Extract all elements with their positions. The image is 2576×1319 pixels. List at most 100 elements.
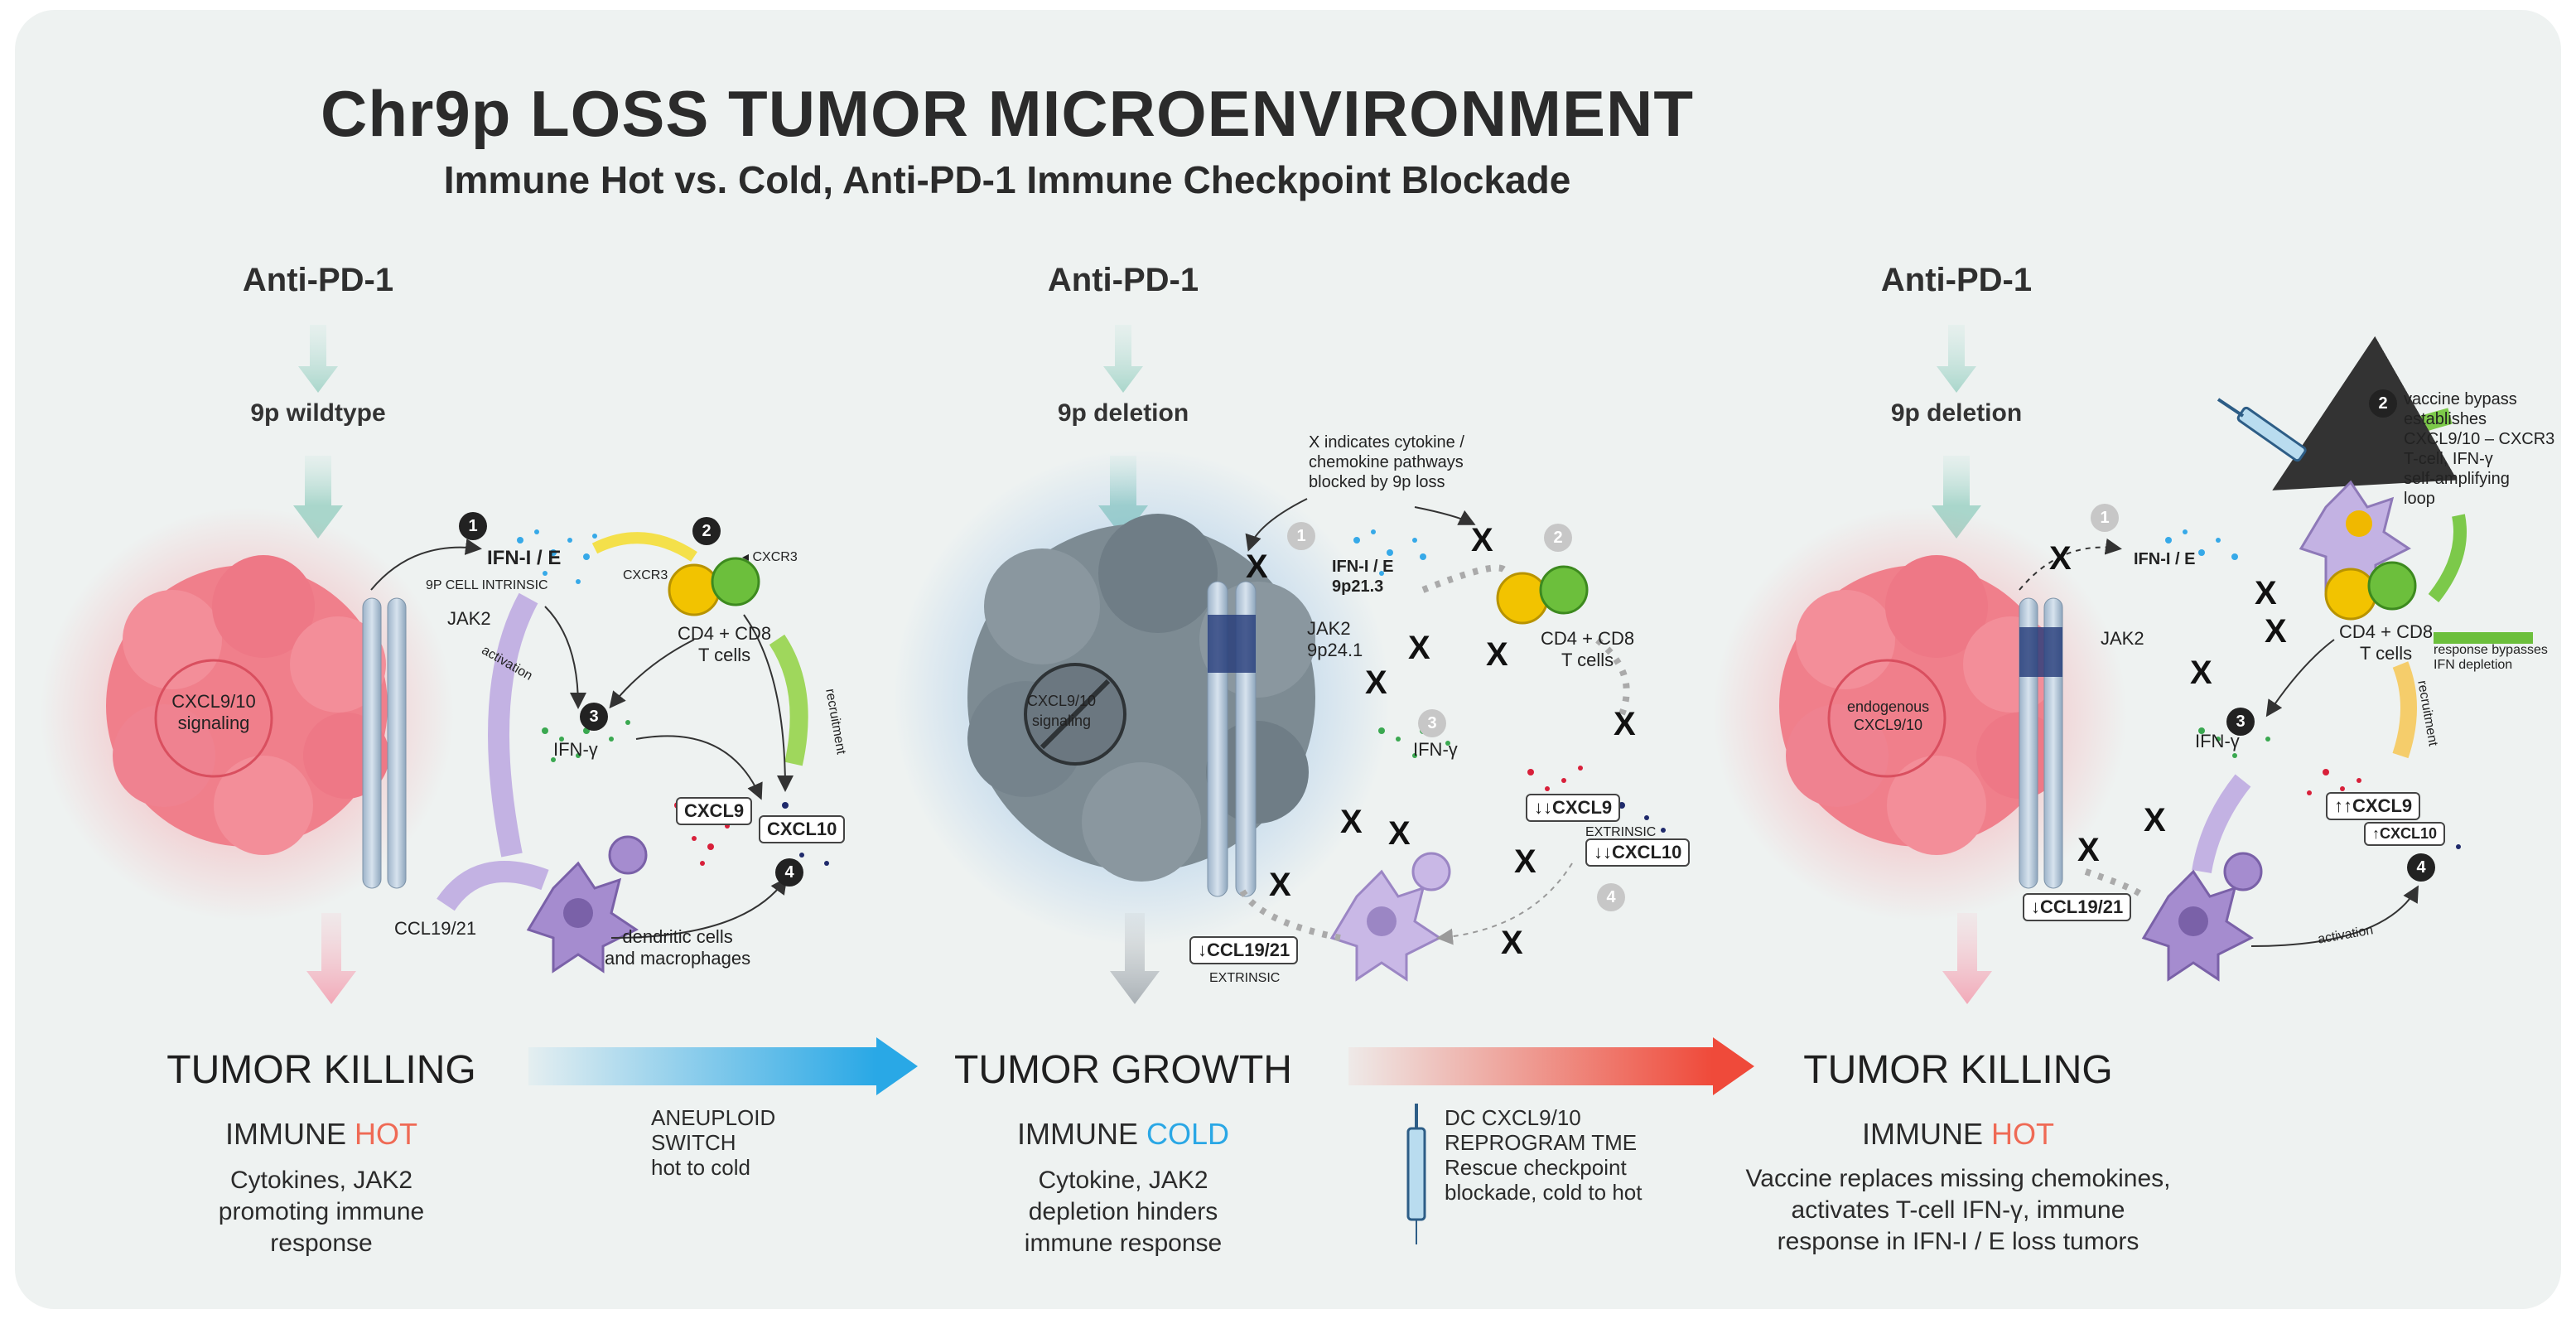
genotype-label: 9p deletion [1057,399,1189,427]
tcells-label: CD4 + CD8 T cells [1541,628,1635,670]
x-mark: X [1388,815,1411,852]
tcells-label: CD4 + CD8 T cells [2339,621,2434,664]
x-mark: X [1501,925,1523,961]
ifn-to-tcell-band-1 [591,532,697,562]
arrow-to-outcome-2 [1110,913,1160,1004]
panel-description: Vaccine replaces missing chemokines, act… [1745,1165,2171,1255]
outcome-label: TUMOR KILLING [166,1048,476,1092]
dendritic-cell-3 [2141,852,2263,982]
extrinsic-label-2: EXTRINSIC [1209,971,1281,985]
cxcl9-label: CXCL9 [676,797,753,825]
ifn-dots-3 [2165,529,2238,560]
syringe-3 [2217,398,2307,462]
arrow-genotype-to-tumor-1-shaft [305,456,331,505]
x-mark: X [1486,636,1508,673]
diagram-graphics [40,325,2533,1244]
step-2-badge: 2 [2369,389,2397,418]
ifng-label: IFN-γ [1413,739,1458,760]
dendritic-cell-1 [526,835,648,974]
immune-state: IMMUNE HOT [225,1117,417,1152]
chromosome-9-pair-3 [2019,597,2063,889]
transition-label-hot-to-cold: ANEUPLOID SWITCH hot to cold [651,1105,776,1180]
tcells-label: CD4 + CD8 T cells [678,623,772,665]
immune-state-hot: HOT [355,1117,418,1151]
panel-1-graphics [40,325,838,1004]
ccl-label: CCL19/21 [394,918,477,939]
tumor-mass-3 [1779,555,2062,855]
x-mark: X [1614,706,1636,742]
transition-label-cold-to-hot: DC CXCL9/10 REPROGRAM TME Rescue checkpo… [1445,1105,1643,1205]
immune-state: IMMUNE HOT [1862,1117,2054,1152]
x-mark: X [1408,630,1430,666]
x-mark: X [1471,522,1493,558]
step-2-badge: 2 [692,517,721,545]
cxcl9-label: ↓↓CXCL9 [1526,794,1621,822]
step-1-badge: 1 [2091,504,2119,532]
activation-band-1 [488,592,538,858]
step-4-badge: 4 [2407,853,2435,882]
diagram-canvas: Chr9p LOSS TUMOR MICROENVIRONMENT Immune… [15,10,2561,1309]
x-mark: X [1365,664,1387,701]
chromosome-9-pair-2 [1207,581,1257,897]
jak2-label: JAK2 [2101,628,2144,649]
vaccine-note: vaccine bypass establishes CXCL9/10 – CX… [2404,390,2555,508]
cxcl10-label: ↑CXCL10 [2364,822,2446,846]
outcome-label: TUMOR KILLING [1803,1048,2113,1092]
x-mark: X [2077,832,2100,868]
x-mark: X [1514,843,1536,880]
step-3-badge: 3 [580,703,608,731]
jak2-label: JAK2 9p24.1 [1307,618,1363,660]
step-2-badge: 2 [1544,524,1572,552]
cxcl9-dots-2 [1527,766,1583,791]
tcells-2 [1496,565,1589,625]
immune-state-cold: COLD [1146,1117,1230,1151]
ccl-label: ↓CCL19/21 [1189,936,1299,964]
step-3-badge: 3 [2226,708,2255,736]
cxcr3-right-label: ◂ CXCR3 [742,550,798,564]
ifn-label: IFN-I / E 9p21.3 [1332,558,1394,596]
syringe-icon-transition [1406,1104,1426,1244]
cxcl9-dots-3 [2307,769,2361,795]
drug-label: Anti-PD-1 [1880,262,2033,298]
ccl-label: ↓CCL19/21 [2023,893,2132,921]
immune-state: IMMUNE COLD [1017,1117,1229,1152]
x-mark: X [2255,575,2277,611]
x-mark: X [1269,867,1291,903]
tumor-mass-2 [967,514,1315,882]
vaccine-dc-3 [2299,480,2411,592]
transition-arrow-cold-to-hot [1348,1037,1754,1095]
step-3-badge: 3 [1418,709,1446,737]
outcome-label: TUMOR GROWTH [954,1048,1292,1092]
genotype-label: 9p deletion [1890,399,2023,427]
cxcl10-label: ↓↓CXCL10 [1585,838,1691,867]
bypass-label: response bypasses IFN depletion [2434,643,2548,672]
tumor-label: endogenous CXCL9/10 [1847,698,1930,733]
x-note: X indicates cytokine / chemokine pathway… [1309,433,1464,491]
drug-label: Anti-PD-1 [1047,262,1199,298]
immune-prefix: IMMUNE [1016,1117,1138,1151]
step-4-badge: 4 [1597,883,1625,911]
immune-prefix: IMMUNE [224,1117,346,1151]
arrow-to-outcome-1 [306,913,356,1004]
x-mark: X [2144,802,2166,838]
tumor-label: CXCL9/10 signaling [171,691,256,733]
panel-2-graphics [893,325,1666,1004]
recruitment-band-1 [769,634,808,766]
ifng-label: IFN-γ [2195,731,2240,751]
dendritic-cell-2 [1329,852,1451,982]
panel-description: Cytokines, JAK2 promoting immune respons… [218,1167,425,1257]
ifn-label: IFN-I / E [2134,550,2196,568]
extrinsic-label: EXTRINSIC [1585,825,1657,839]
x-mark: X [2265,613,2287,650]
intrinsic-label: 9P CELL INTRINSIC [426,578,548,592]
x-mark: X [1246,548,1268,585]
x-mark: X [2049,540,2072,577]
ccl-band-1 [437,861,549,911]
immune-state-hot: HOT [1991,1117,2055,1151]
tcells-1 [668,557,760,616]
panel-3-graphics [1713,325,2533,1004]
step-1-badge: 1 [1287,522,1315,550]
cxcr3-left-label: CXCR3 [623,568,668,582]
ifng-label: IFN-γ [553,739,598,760]
transition-arrow-hot-to-cold [528,1037,918,1095]
